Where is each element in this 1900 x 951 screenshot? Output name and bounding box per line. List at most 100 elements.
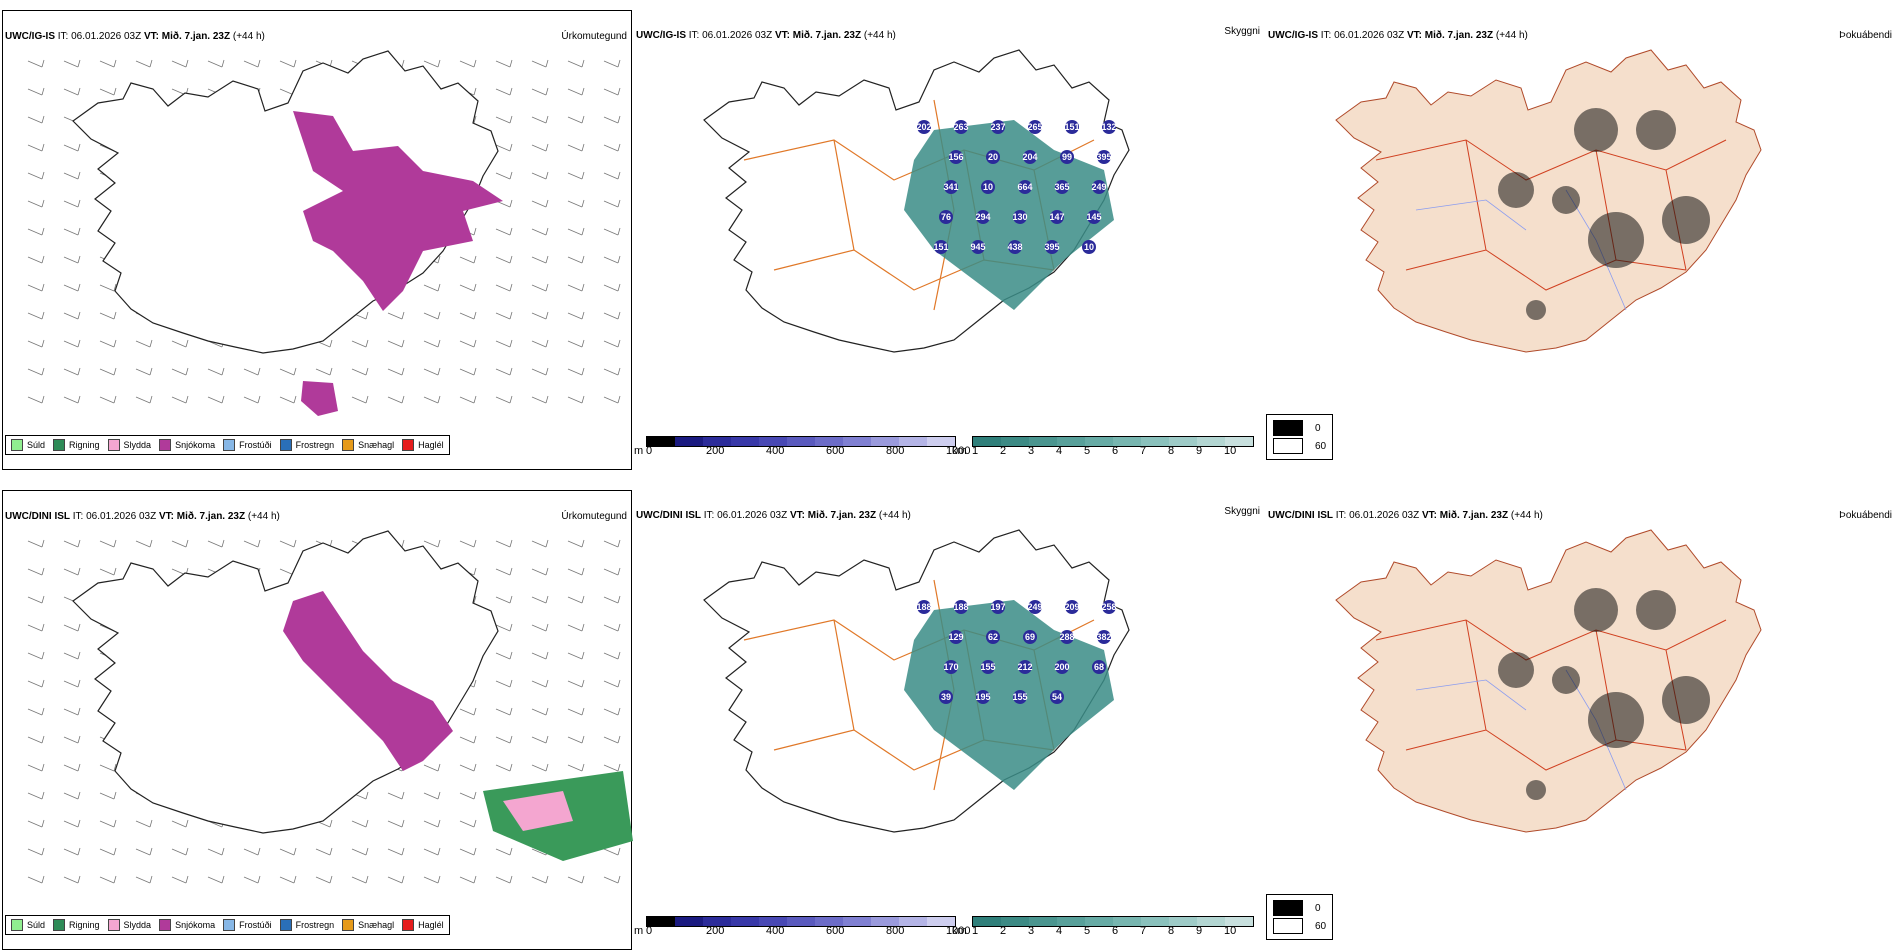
colorbar-segment xyxy=(815,437,843,446)
colorbar-segment xyxy=(1225,917,1253,926)
panel-precip-top: UWC/IG-IS IT: 06.01.2026 03Z VT: Mið. 7.… xyxy=(2,10,632,470)
visibility-value: 438 xyxy=(1007,242,1022,252)
colorbar-tick: 4 xyxy=(1056,925,1063,937)
header-mid: UWC/DINI ISL IT: 06.01.2026 03Z VT: Mið.… xyxy=(636,510,911,521)
visibility-value: 188 xyxy=(953,602,968,612)
colorbar-tick: 8 xyxy=(1168,445,1175,457)
visibility-value: 265 xyxy=(1027,122,1042,132)
visibility-cell xyxy=(954,120,968,134)
visibility-cell xyxy=(917,600,931,614)
legend-label: Frostúði xyxy=(239,920,272,930)
visibility-value: 395 xyxy=(1096,152,1111,162)
visibility-value: 382 xyxy=(1096,632,1111,642)
colorbar-tick: 2 xyxy=(1000,925,1007,937)
legend-swatch xyxy=(159,439,172,451)
visibility-cell xyxy=(1028,120,1042,134)
legend-label: Frostregn xyxy=(295,920,335,930)
visibility-cell xyxy=(1018,180,1032,194)
visibility-cell xyxy=(1028,600,1042,614)
panel-title: Skyggni xyxy=(1224,506,1260,517)
visibility-cell xyxy=(986,630,1000,644)
fog-mask-legend: 0 60 xyxy=(1266,894,1334,940)
snow-area xyxy=(301,381,338,416)
visibility-value: 151 xyxy=(933,242,948,252)
colorbar-segment xyxy=(1113,437,1141,446)
colorbar-segment xyxy=(759,917,787,926)
visibility-cell xyxy=(1065,600,1079,614)
legend-label: Snæhagl xyxy=(358,920,395,930)
legend-swatch xyxy=(107,919,120,931)
colorbar-tick: 9 xyxy=(1196,445,1203,457)
visibility-cell xyxy=(934,240,948,254)
visibility-value: 155 xyxy=(980,662,995,672)
legend-item: Rigning xyxy=(53,439,100,451)
colorbar-segment xyxy=(1169,917,1197,926)
legend-item: Súld xyxy=(11,439,45,451)
panel-fog-bottom: UWC/DINI ISL IT: 06.01.2026 03Z VT: Mið.… xyxy=(1266,490,1896,950)
legend-item: Snjókoma xyxy=(159,919,215,931)
visibility-cell xyxy=(986,150,1000,164)
visibility-labels: 188 188 197 249 209 258 129 62 69 288 382 170 155 212… xyxy=(916,600,1117,704)
visibility-cell xyxy=(949,150,963,164)
visibility-cell xyxy=(1097,150,1111,164)
visibility-value: 263 xyxy=(953,122,968,132)
visibility-value: 20 xyxy=(988,152,998,162)
fog-mask-legend: 0 60 xyxy=(1266,414,1334,460)
sleet-area xyxy=(503,791,573,831)
visibility-value: 204 xyxy=(1022,152,1037,162)
visibility-value: 62 xyxy=(988,632,998,642)
colorbar-segment xyxy=(1141,437,1169,446)
mask-value: 0 xyxy=(1315,902,1321,914)
colorbar-segment xyxy=(927,437,955,446)
visibility-value: 170 xyxy=(943,662,958,672)
visibility-cell xyxy=(1050,210,1064,224)
visibility-value: 129 xyxy=(948,632,963,642)
colorbar-unit: km xyxy=(952,445,967,457)
colorbar-tick: 5 xyxy=(1084,445,1091,457)
fog-map xyxy=(1335,49,1762,353)
visibility-value: 200 xyxy=(1054,662,1069,672)
colorbar-tick: 8 xyxy=(1168,925,1175,937)
legend-item: Súld xyxy=(11,919,45,931)
colorbar-segment xyxy=(843,917,871,926)
mask-swatch-black xyxy=(1273,900,1303,916)
visibility-value: 10 xyxy=(1084,242,1094,252)
colorbar-segment xyxy=(787,437,815,446)
colorbar-kilometers xyxy=(972,916,1254,927)
precip-legend: Súld Rigning Slydda Snjókoma Frostúði Frostre… xyxy=(5,435,450,455)
legend-item: Frostregn xyxy=(279,439,334,451)
legend-item: Haglél xyxy=(402,439,444,451)
legend-label: Súld xyxy=(27,920,46,930)
visibility-cell xyxy=(1097,630,1111,644)
colorbar-segment xyxy=(1113,917,1141,926)
legend-swatch xyxy=(53,919,66,931)
colorbar-segment xyxy=(1029,917,1057,926)
legend-label: Snæhagl xyxy=(358,440,395,450)
visibility-cell xyxy=(949,630,963,644)
colorbar-segment xyxy=(675,437,703,446)
visibility-cell xyxy=(991,120,1005,134)
panel-precip-bottom: UWC/DINI ISL IT: 06.01.2026 03Z VT: Mið.… xyxy=(2,490,633,950)
colorbar-segment xyxy=(1029,437,1057,446)
legend-item: Slydda xyxy=(107,439,151,451)
legend-swatch xyxy=(223,919,236,931)
visibility-value: 69 xyxy=(1025,632,1035,642)
visibility-value: 195 xyxy=(975,692,990,702)
colorbar-segment xyxy=(647,437,675,446)
visibility-value: 258 xyxy=(1101,602,1116,612)
colorbar-tick: 0 xyxy=(646,445,653,457)
mask-value: 0 xyxy=(1315,422,1321,434)
legend-label: Súld xyxy=(27,440,46,450)
legend-label: Snjókoma xyxy=(175,440,216,450)
colorbar-tick: 600 xyxy=(826,445,845,457)
visibility-colorbar: m 0 200 400 600 800 1000 km 1 2 3 4 5 6 7 8 9 10 xyxy=(634,916,1264,938)
snow-area xyxy=(293,111,503,311)
visibility-cell xyxy=(1102,120,1116,134)
colorbar-segment xyxy=(675,917,703,926)
legend-label: Rigning xyxy=(69,920,100,930)
visibility-value: 664 xyxy=(1017,182,1032,192)
visibility-cell xyxy=(917,120,931,134)
visibility-cell xyxy=(1050,690,1064,704)
visibility-value: 155 xyxy=(1012,692,1027,702)
visibility-cell xyxy=(1018,660,1032,674)
